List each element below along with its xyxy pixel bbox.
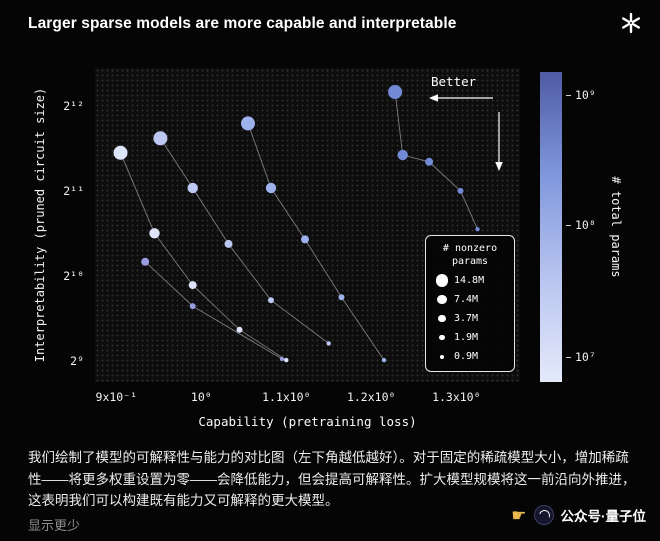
legend-row: 3.7M [434, 312, 506, 325]
data-point [338, 294, 345, 301]
data-point [457, 187, 464, 194]
data-point [236, 326, 243, 333]
x-tick-label: 10⁰ [190, 390, 212, 404]
legend-size-dot [435, 274, 449, 287]
data-point [388, 85, 403, 99]
legend-size-dot [439, 334, 445, 341]
x-axis-label: Capability (pretraining loss) [198, 414, 417, 429]
legend: # nonzero params 14.8M 7.4M 3.7M 1.9M 0.9M [425, 235, 515, 372]
y-tick-label: 2⁹ [70, 353, 84, 368]
y-tick-label: 2¹¹ [63, 184, 84, 199]
x-ticks: 9x10⁻¹ 10⁰ 1.1x10⁰ 1.2x10⁰ 1.3x10⁰ [95, 390, 520, 406]
colorbar-tick-label: 10⁷ [566, 350, 596, 364]
data-point [189, 303, 196, 310]
better-down-arrow-head [495, 162, 503, 171]
data-point [326, 341, 331, 346]
legend-row: 0.9M [434, 350, 506, 363]
chart-figure: Interpretability (pruned circuit size) 2… [0, 56, 660, 436]
colorbar [540, 72, 562, 382]
legend-size-label: 3.7M [454, 313, 479, 324]
x-tick-label: 1.2x10⁰ [346, 390, 396, 404]
y-tick-label: 2¹⁰ [63, 268, 84, 283]
colorbar-tick-label: 10⁹ [566, 88, 596, 102]
series-line [394, 91, 478, 230]
scatter-svg [113, 85, 503, 363]
colorbar-label: # total params [609, 176, 623, 278]
legend-size-dot [440, 354, 444, 359]
x-tick-label: 1.3x10⁰ [432, 390, 481, 404]
legend-row: 14.8M [434, 274, 506, 287]
series-line [247, 123, 385, 361]
colorbar-ticks: 10⁹ 10⁸ 10⁷ [566, 72, 616, 382]
data-point [113, 145, 128, 160]
data-point [268, 297, 274, 304]
footer-account-label: 公众号·量子位 [560, 509, 647, 524]
colorbar-tick-label: 10⁸ [566, 218, 596, 232]
pointing-hand-icon: ☛ [511, 505, 527, 525]
legend-title-line1: # nonzero [442, 243, 498, 254]
qbitai-logo-icon [533, 505, 554, 525]
data-point [301, 235, 309, 244]
show-less-link[interactable]: 显示更少 [28, 518, 81, 533]
legend-size-label: 14.8M [454, 275, 485, 286]
better-arrows [429, 94, 503, 171]
data-point [187, 182, 198, 194]
legend-size-label: 0.9M [454, 351, 479, 362]
legend-title-line2: params [451, 256, 489, 267]
better-left-arrow-head [429, 94, 438, 102]
better-label: Better [431, 74, 477, 89]
y-ticks: 2⁹ 2¹⁰ 2¹¹ 2¹² [38, 68, 88, 382]
data-point [188, 281, 197, 290]
data-point [425, 157, 434, 166]
data-point [381, 357, 387, 363]
data-point [241, 116, 255, 131]
data-point [149, 228, 160, 239]
series-line [120, 152, 287, 361]
legend-size-dot [438, 314, 446, 323]
x-tick-label: 9x10⁻¹ [95, 390, 138, 404]
data-point [397, 149, 408, 161]
data-point [141, 257, 150, 266]
caption-text: 我们绘制了模型的可解释性与能力的对比图（左下角越低越好）。对于固定的稀疏模型大小… [28, 450, 636, 508]
legend-size-dot [437, 294, 447, 305]
plot-area: Better # nonzero params 14.8M 7.4M 3.7M 1.9… [95, 68, 520, 382]
legend-row: 7.4M [434, 293, 506, 306]
data-point [153, 131, 168, 146]
data-point [265, 182, 277, 194]
page-title: Larger sparse models are more capable an… [28, 15, 457, 32]
data-point [224, 239, 233, 248]
legend-size-label: 7.4M [454, 294, 479, 305]
y-tick-label: 2¹² [63, 99, 84, 114]
footer-watermark: ☛ 公众号·量子位 [511, 505, 646, 525]
x-tick-label: 1.1x10⁰ [262, 390, 311, 404]
openai-logo-icon [622, 12, 640, 34]
data-point [279, 356, 285, 362]
legend-row: 1.9M [434, 331, 506, 344]
data-point [284, 357, 289, 363]
legend-size-label: 1.9M [454, 332, 479, 343]
legend-rows: 14.8M 7.4M 3.7M 1.9M 0.9M [434, 274, 506, 363]
data-point [475, 227, 480, 232]
